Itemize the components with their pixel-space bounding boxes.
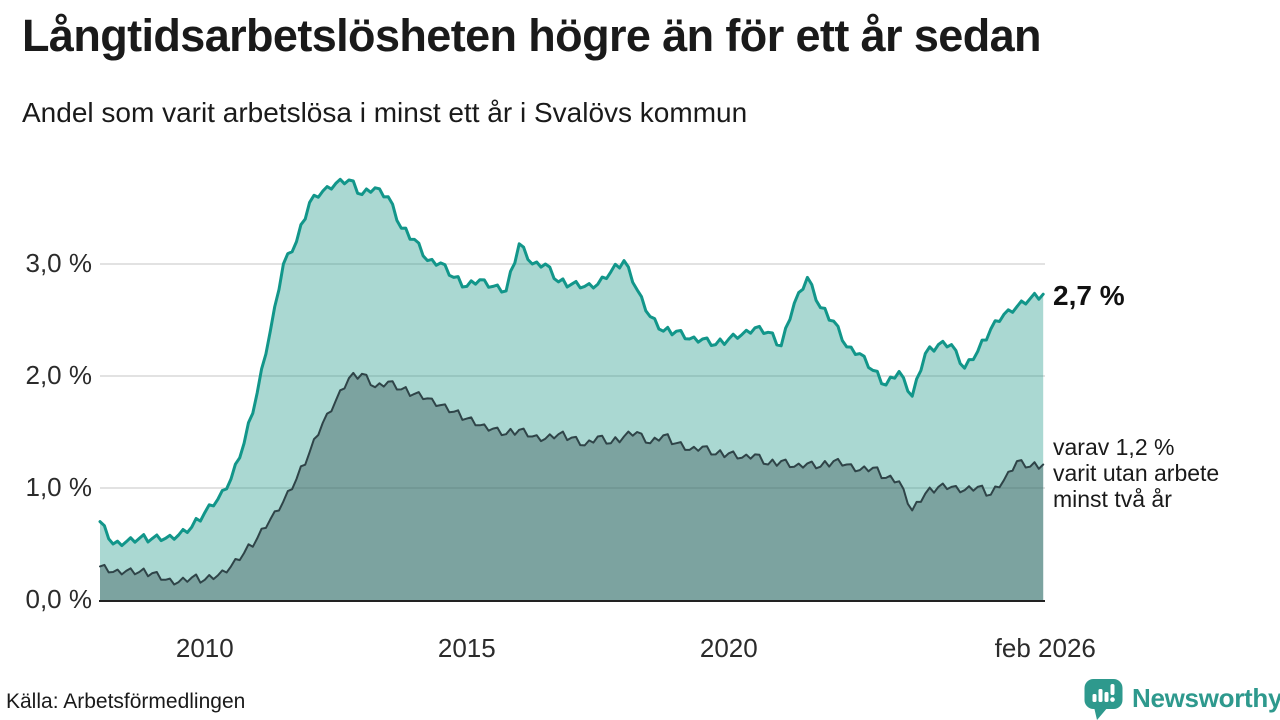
y-tick-label: 2,0 %: [25, 360, 93, 390]
secondary-annotation-line: minst två år: [1053, 486, 1172, 512]
x-tick-label: 2015: [437, 633, 496, 663]
area-minst-tva-ar: [100, 372, 1044, 600]
y-tick-label: 1,0 %: [25, 472, 93, 502]
chart-subtitle: Andel som varit arbetslösa i minst ett å…: [22, 97, 748, 128]
x-tick-label: 2020: [699, 633, 758, 663]
newsworthy-icon: [1084, 679, 1123, 720]
secondary-annotation-line: varit utan arbete: [1053, 460, 1220, 486]
line-minst-tva-ar: [99, 371, 1045, 586]
secondary-annotation: varav 1,2 % varit utan arbete minst två …: [1053, 434, 1219, 512]
area-minst-ett-ar: [100, 179, 1044, 601]
source-label: Källa: Arbetsförmedlingen: [6, 690, 246, 713]
y-tick-label: 3,0 %: [25, 248, 93, 278]
line-minst-ett-ar: [98, 177, 1045, 548]
secondary-annotation-line: varav 1,2 %: [1053, 434, 1175, 460]
x-tick-label: 2010: [175, 633, 234, 663]
x-tick-label: feb 2026: [994, 633, 1096, 663]
latest-value-label: 2,7 %: [1053, 280, 1125, 311]
page-title: Långtidsarbetslösheten högre än för ett …: [22, 10, 1042, 61]
newsworthy-wordmark: Newsworthy: [1132, 683, 1280, 713]
y-tick-label: 0,0 %: [25, 584, 93, 614]
newsworthy-logo: Newsworthy: [1084, 678, 1280, 720]
